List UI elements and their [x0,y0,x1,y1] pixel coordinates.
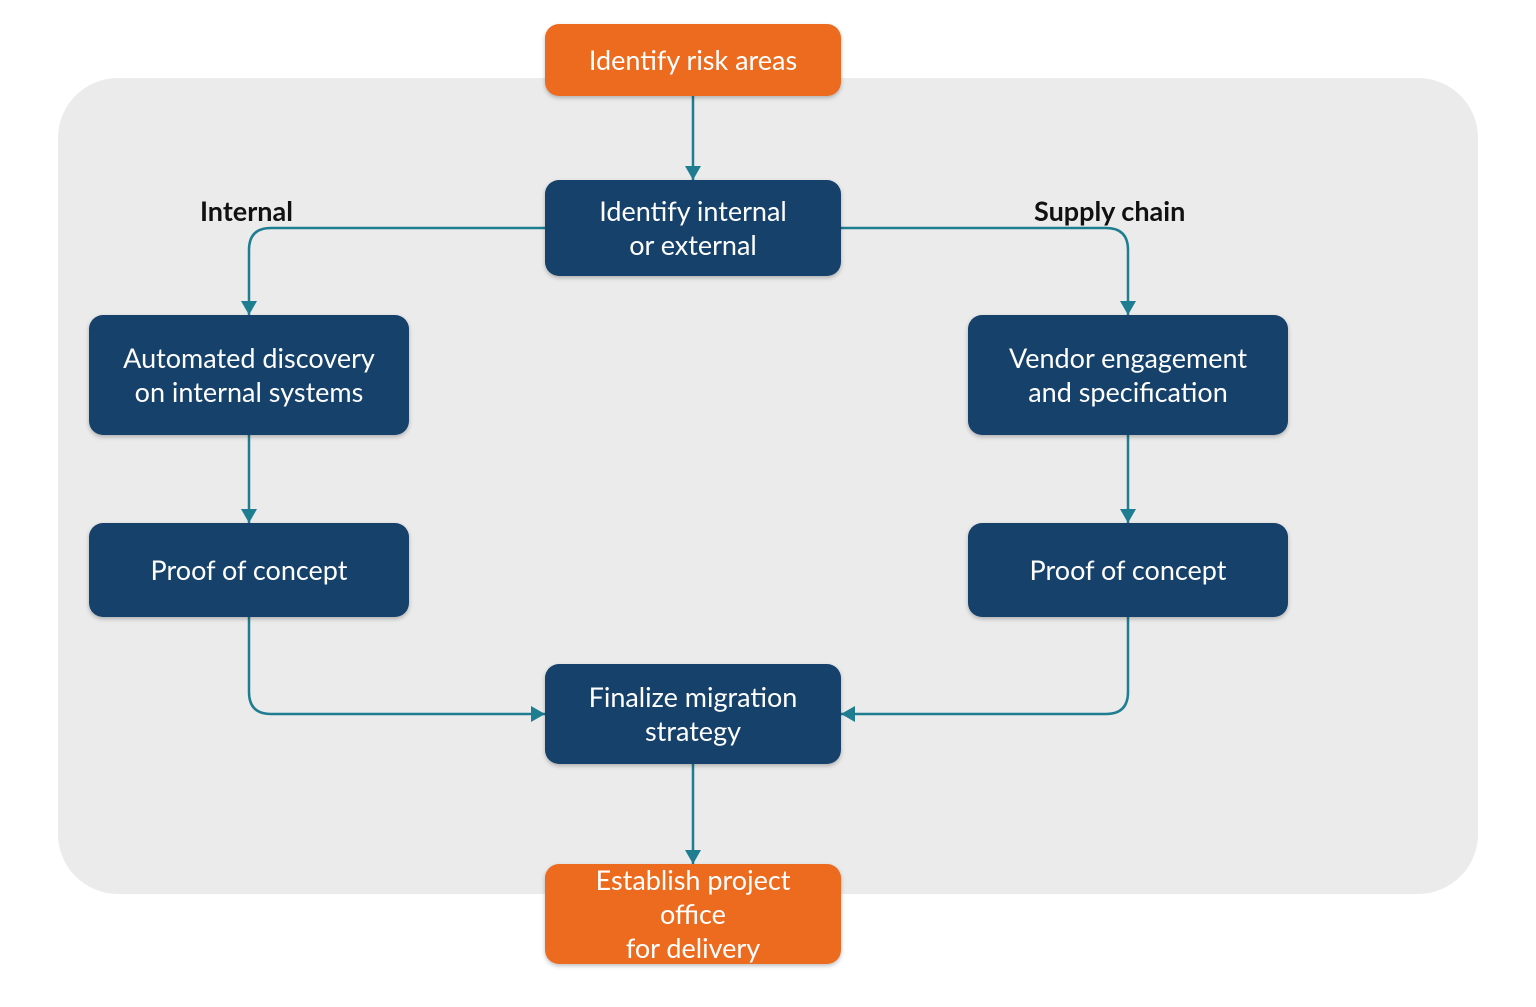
flowchart-node-n7: Finalize migrationstrategy [545,664,841,764]
branch-label-lbl-internal: Internal [200,194,293,227]
flowchart-node-n4: Vendor engagementand specification [968,315,1288,435]
flowchart-canvas: Identify risk areas Identify internalor e… [0,0,1536,1007]
flowchart-node-n2: Identify internalor external [545,180,841,276]
flowchart-node-n1: Identify risk areas [545,24,841,96]
flowchart-node-n5: Proof of concept [89,523,409,617]
branch-label-lbl-supplychain: Supply chain [1034,194,1185,227]
flowchart-node-n6: Proof of concept [968,523,1288,617]
flowchart-node-n3: Automated discoveryon internal systems [89,315,409,435]
flowchart-node-n8: Establish project officefor delivery [545,864,841,964]
